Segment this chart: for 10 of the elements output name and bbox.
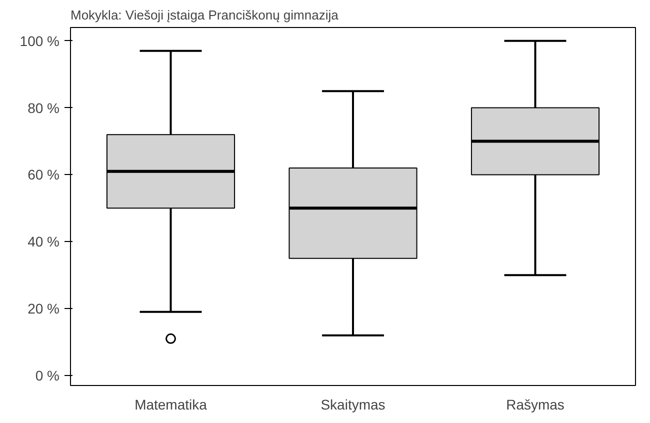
y-tick-label: 60 % (28, 166, 60, 183)
y-tick-label: 100 % (20, 32, 60, 49)
chart-title: Mokykla: Viešoji įstaiga Pranciškonų gimnazija (70, 8, 340, 22)
y-tick-label: 20 % (28, 300, 60, 317)
x-tick-label: Rašymas (506, 396, 564, 412)
y-tick-label: 0 % (35, 367, 60, 384)
y-tick-label: 80 % (28, 100, 60, 116)
x-tick-label: Skaitymas (320, 396, 386, 412)
y-tick-label: 40 % (28, 234, 60, 250)
x-tick-label: Matematika (134, 396, 208, 412)
